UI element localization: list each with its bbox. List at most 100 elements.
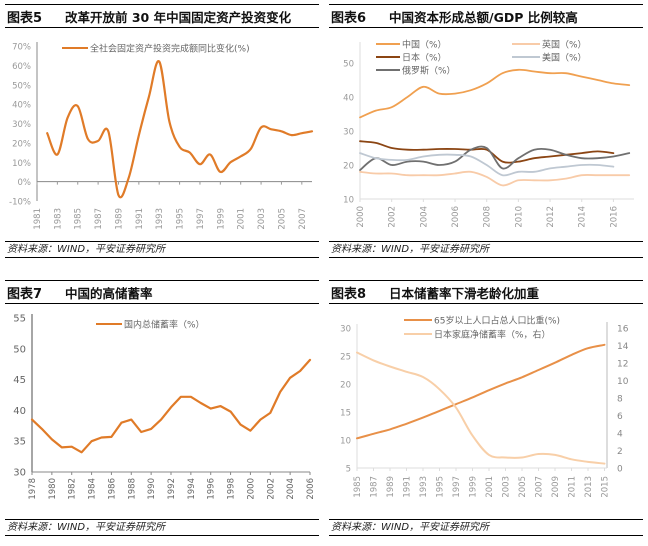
x-tick-label: 2002: [266, 478, 276, 500]
x-tick-label: 2008: [483, 206, 493, 228]
legend-label: 中国（%）: [402, 39, 447, 51]
chart5-number: 图表5: [7, 10, 43, 26]
series-line-2: [356, 351, 606, 465]
y-tick-label: 55: [13, 314, 26, 325]
y-tick-label: 30%: [12, 120, 31, 130]
series-line-4: [359, 170, 631, 187]
x-tick-label: 2012: [546, 206, 556, 228]
chart5-title-bar: 图表5 改革开放前 30 年中国固定资产投资变化: [5, 4, 319, 28]
chart7-title-bar: 图表7 中国的高储蓄率: [5, 280, 319, 304]
panel-chart8: 图表8 日本储蓄率下滑老龄化加重 5 10 15 20 25 30 0 2 4 6 8 10 12 14 1…: [324, 276, 648, 546]
series-line-3: [359, 145, 631, 171]
y2-tick-label: 6: [617, 412, 623, 422]
x-tick-label: 1983: [53, 208, 63, 230]
x-tick-label: 1987: [370, 476, 380, 498]
chart5-title: 改革开放前 30 年中国固定资产投资变化: [65, 9, 292, 25]
chart5-svg: -10% 0% 10% 20% 30% 40% 50% 60% 70% 1981 1983 1985 1…: [9, 42, 314, 230]
chart8-number: 图表8: [331, 286, 367, 302]
y2-tick-label: 4: [617, 430, 623, 440]
x-tick-label: 1980: [48, 478, 58, 500]
series-line-5: [359, 152, 615, 177]
y-tick-label: 35: [13, 437, 26, 448]
x-tick-label: 1994: [187, 478, 197, 500]
series-line-1: [356, 343, 606, 440]
y-tick-label: 50%: [12, 81, 31, 91]
chart8-source: 资料来源：WIND，平安证券研究所: [329, 519, 643, 536]
y2-tick-label: 12: [617, 360, 628, 370]
legend-label: 65岁以上人口占总人口比重(%): [434, 315, 560, 327]
x-tick-label: 2005: [518, 476, 528, 498]
y-tick-label: 60%: [12, 62, 31, 72]
x-tick-label: 2007: [535, 476, 545, 498]
x-tick-label: 1990: [147, 478, 157, 500]
chart7-number: 图表7: [7, 286, 43, 302]
x-tick-label: 2006: [306, 478, 316, 500]
chart7-title: 中国的高储蓄率: [65, 285, 153, 301]
chart7-source: 资料来源：WIND，平安证券研究所: [5, 519, 319, 536]
x-tick-label: 2001: [237, 208, 247, 230]
y2-tick-label: 8: [617, 395, 623, 405]
y-tick-label: 10%: [12, 159, 31, 169]
y2-tick-label: 10: [617, 377, 629, 387]
x-tick-label: 2013: [584, 476, 594, 498]
x-tick-label: 2003: [502, 476, 512, 498]
x-tick-label: 1986: [107, 478, 117, 500]
y-tick-label: 5: [346, 465, 351, 475]
y-tick-label: 40: [13, 406, 26, 417]
y-tick-label: 20%: [12, 139, 31, 149]
y-tick-label: 10: [343, 196, 354, 206]
x-tick-label: 1991: [135, 208, 145, 230]
x-tick-label: 1982: [68, 478, 78, 500]
x-tick-label: 1997: [196, 208, 206, 230]
chart5-source: 资料来源：WIND，平安证券研究所: [5, 241, 319, 258]
panel-chart6: 图表6 中国资本形成总额/GDP 比例较高 10 20 30 40 50 2000 2002…: [324, 0, 648, 270]
x-tick-label: 2007: [298, 208, 308, 230]
x-tick-label: 1993: [155, 208, 165, 230]
y-tick-label: 0%: [18, 178, 32, 188]
x-tick-label: 2009: [551, 476, 561, 498]
x-tick-label: 1991: [403, 476, 413, 498]
chart8-title: 日本储蓄率下滑老龄化加重: [389, 285, 540, 301]
x-tick-label: 2004: [286, 478, 296, 500]
y-tick-label: 20: [343, 162, 354, 172]
y-tick-label: 25: [340, 353, 351, 363]
y-tick-label: 20: [340, 381, 351, 391]
y2-tick-label: 16: [617, 325, 629, 335]
chart6-title: 中国资本形成总额/GDP 比例较高: [389, 9, 578, 25]
x-tick-label: 2000: [356, 206, 366, 228]
y-tick-label: 30: [13, 468, 26, 479]
x-tick-label: 1981: [33, 208, 43, 230]
chart8-title-bar: 图表8 日本储蓄率下滑老龄化加重: [329, 280, 643, 304]
chart7-svg: 30 35 40 45 50 55 1978 1980 1982 1984 1986 1988 1990…: [13, 314, 316, 500]
x-tick-label: 1996: [207, 478, 217, 500]
x-tick-label: 1995: [176, 208, 186, 230]
panel-chart5: 图表5 改革开放前 30 年中国固定资产投资变化 -10% 0% 10% 20% 30%…: [0, 0, 324, 270]
y-tick-label: 10: [340, 437, 351, 447]
x-tick-label: 1993: [419, 476, 429, 498]
x-tick-label: 2001: [485, 476, 495, 498]
x-tick-label: 1988: [127, 478, 137, 500]
y-tick-label: 30: [343, 128, 354, 138]
chart8-svg: 5 10 15 20 25 30 0 2 4 6 8 10 12 14 16 1985 1987 1989 1991…: [340, 315, 629, 498]
legend-label: 国内总储蓄率（%）: [124, 319, 205, 331]
y-tick-label: 40: [343, 94, 354, 104]
x-tick-label: 2002: [388, 206, 398, 228]
legend-label: 英国（%）: [542, 39, 587, 51]
x-tick-label: 2014: [578, 206, 588, 228]
x-tick-label: 2005: [277, 208, 287, 230]
chart6-title-bar: 图表6 中国资本形成总额/GDP 比例较高: [329, 4, 643, 28]
legend-label: 美国（%）: [542, 52, 587, 64]
x-tick-label: 1992: [167, 478, 177, 500]
y-tick-label: 50: [343, 60, 354, 70]
x-tick-label: 1989: [386, 476, 396, 498]
series-line-1: [46, 60, 314, 199]
x-tick-label: 1998: [227, 478, 237, 500]
x-tick-label: 2011: [568, 476, 578, 498]
x-tick-label: 1978: [28, 478, 38, 500]
x-tick-label: 1985: [353, 476, 363, 498]
x-tick-label: 1985: [74, 208, 84, 230]
x-tick-label: 1995: [436, 476, 446, 498]
x-tick-label: 2016: [609, 206, 619, 228]
chart6-number: 图表6: [331, 10, 367, 26]
x-tick-label: 1999: [469, 476, 479, 498]
